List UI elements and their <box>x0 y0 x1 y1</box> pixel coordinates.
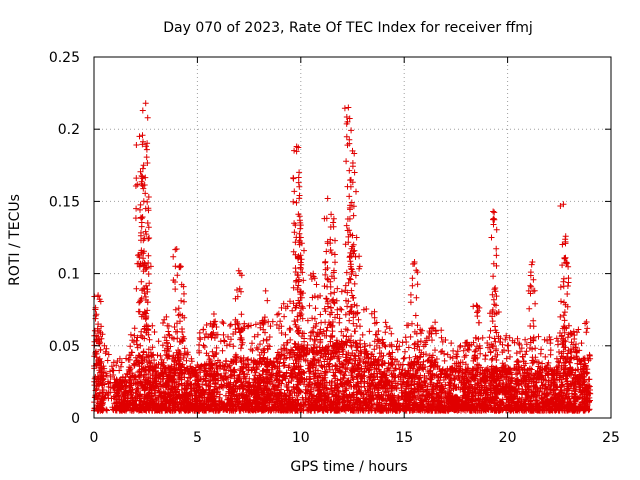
spike-point <box>95 292 102 299</box>
spike-point <box>297 234 304 241</box>
spike-point <box>177 263 184 270</box>
y-tick-label: 0.15 <box>49 194 80 210</box>
spike-point <box>560 201 567 208</box>
axis-ticks <box>93 56 612 419</box>
roti-scatter-points <box>91 105 594 414</box>
spike-point <box>163 313 170 320</box>
spike-point <box>345 104 352 111</box>
spike-point <box>492 285 499 292</box>
spike-point <box>295 179 302 186</box>
spike-point <box>310 270 317 277</box>
x-tick-label: 10 <box>292 430 310 446</box>
spike-point <box>473 302 480 309</box>
y-tick-label: 0.25 <box>49 50 80 66</box>
spike-point <box>210 311 217 318</box>
spike-point <box>353 234 360 241</box>
x-tick-label: 5 <box>193 430 202 446</box>
spike-point <box>140 162 147 169</box>
spike-point <box>235 267 242 274</box>
spike-point <box>562 238 569 245</box>
y-tick-label: 0 <box>71 411 80 427</box>
y-tick-labels: 0 0.05 0.1 0.15 0.2 0.25 <box>49 50 80 427</box>
spike-point <box>136 133 143 140</box>
spike-point <box>349 147 356 154</box>
spike-point <box>144 220 151 227</box>
plot-frame <box>93 56 612 419</box>
y-tick-label: 0.1 <box>58 267 80 283</box>
x-axis-label: GPS time / hours <box>290 459 407 475</box>
spike-point <box>411 259 418 266</box>
y-axis-label: ROTI / TECUs <box>7 194 23 286</box>
spike-point <box>173 246 180 253</box>
x-tick-label: 0 <box>90 430 99 446</box>
data-points <box>91 100 594 414</box>
spike-point <box>142 100 149 107</box>
chart-title: Day 070 of 2023, Rate Of TEC Index for r… <box>163 20 533 36</box>
spike-point <box>529 259 536 266</box>
spike-point <box>330 215 337 222</box>
x-tick-labels: 0 5 10 15 20 25 <box>90 430 620 446</box>
x-tick-label: 20 <box>499 430 517 446</box>
x-tick-label: 25 <box>602 430 620 446</box>
spike-point <box>262 287 269 294</box>
spike-point <box>293 143 300 150</box>
spike-point <box>570 328 577 335</box>
spike-point <box>324 195 331 202</box>
x-tick-label: 15 <box>395 430 413 446</box>
spike-point <box>490 208 497 215</box>
y-tick-label: 0.05 <box>49 339 80 355</box>
y-tick-label: 0.2 <box>58 122 80 138</box>
